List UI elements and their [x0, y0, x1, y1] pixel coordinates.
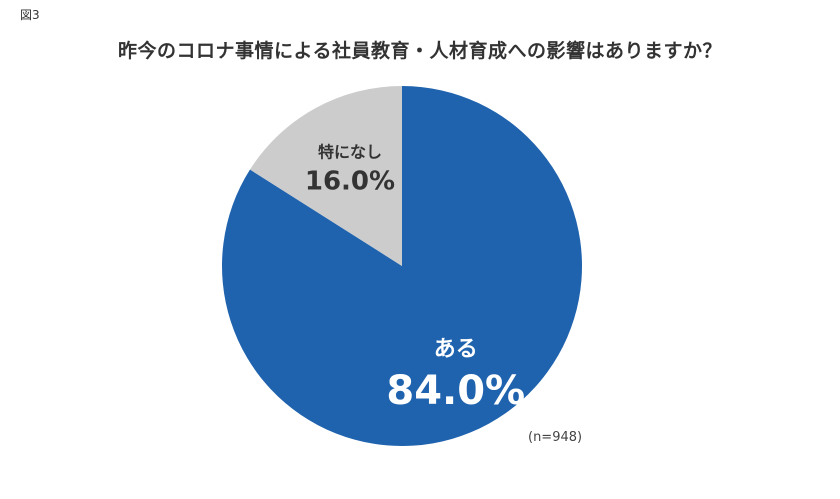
sample-size-note: (n=948)	[528, 430, 583, 445]
pie-slice-1	[250, 85, 402, 266]
slice-label-0: ある	[434, 337, 478, 362]
figure-label: 図3	[20, 8, 40, 22]
chart-title: 昨今のコロナ事情による社員教育・人材育成への影響はありますか？	[118, 40, 722, 62]
slice-label-1: 特になし	[318, 142, 382, 161]
slice-value-label-1: 16.0%	[305, 166, 395, 196]
slice-value-label-0: 84.0%	[386, 368, 525, 414]
